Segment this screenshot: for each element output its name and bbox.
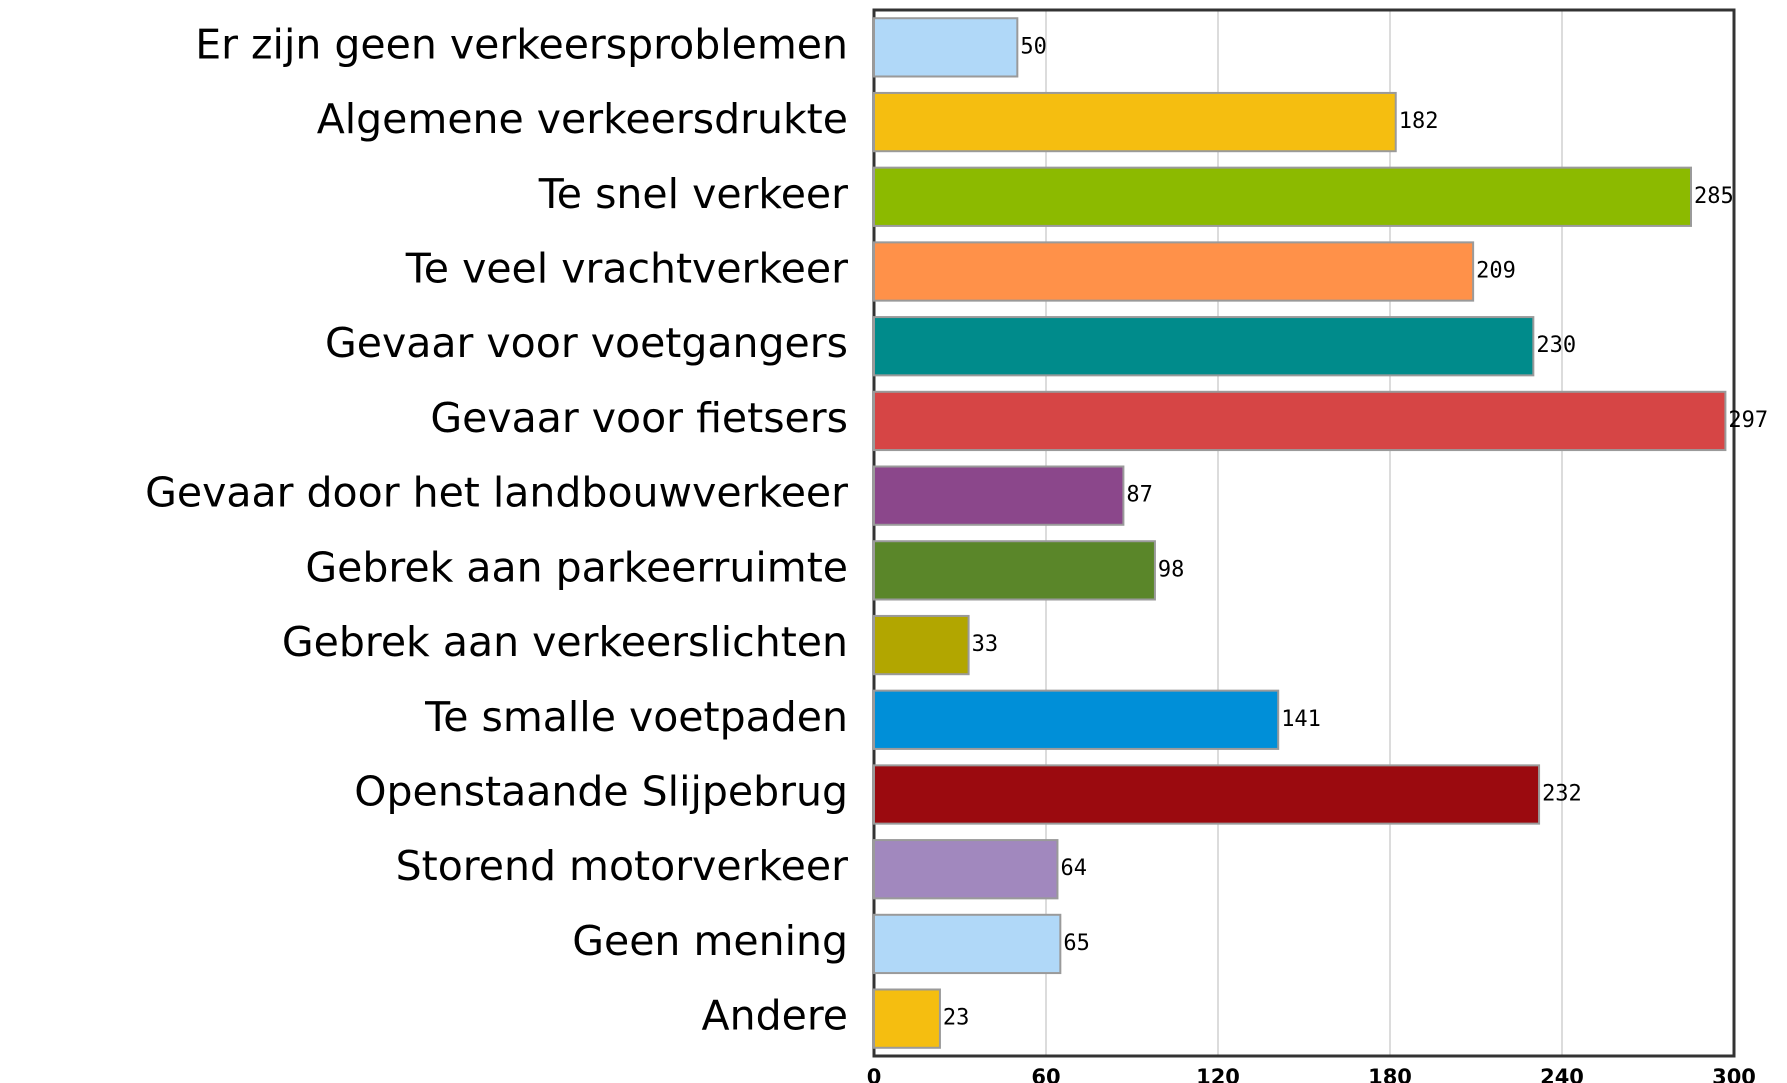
plot-frame (872, 8, 1736, 1058)
bar (873, 540, 1156, 601)
category-label: Algemene verkeersdrukte (317, 95, 848, 143)
category-label: Gevaar voor voetgangers (325, 319, 848, 367)
value-label: 209 (1476, 259, 1516, 284)
bar (873, 839, 1059, 900)
bar (873, 91, 1397, 153)
x-tick-label: 240 (1540, 1065, 1584, 1083)
category-label: Gevaar door het landbouwverkeer (145, 469, 848, 517)
bar (873, 390, 1727, 452)
value-label: 285 (1694, 184, 1734, 209)
value-label: 50 (1020, 34, 1046, 59)
bar (873, 316, 1535, 377)
value-label: 182 (1399, 109, 1439, 134)
x-tick-label: 300 (1712, 1065, 1756, 1083)
category-label: Andere (702, 992, 848, 1040)
bar (873, 689, 1280, 750)
category-label: Er zijn geen verkeersproblemen (195, 20, 848, 68)
value-label: 65 (1063, 931, 1090, 956)
x-tick-label: 0 (867, 1065, 882, 1083)
value-label: 87 (1126, 483, 1153, 508)
value-label: 23 (943, 1006, 970, 1031)
category-label: Gevaar voor fietsers (430, 394, 848, 442)
value-label: 297 (1728, 408, 1768, 433)
x-tick-label: 60 (1031, 1065, 1060, 1083)
value-label: 141 (1281, 707, 1321, 732)
category-label: Te snel verkeer (538, 170, 848, 218)
value-label: 98 (1158, 557, 1185, 582)
value-label: 64 (1060, 856, 1087, 881)
bar (873, 166, 1692, 227)
category-label: Gebrek aan parkeerruimte (305, 543, 848, 591)
category-label: Openstaande Slijpebrug (354, 768, 848, 816)
category-label: Gebrek aan verkeerslichten (282, 618, 848, 666)
bar (873, 913, 1062, 975)
category-label: Te smalle voetpaden (424, 693, 848, 741)
x-tick-label: 180 (1368, 1065, 1412, 1083)
category-label: Geen mening (572, 917, 848, 965)
bar (873, 614, 970, 676)
bar (873, 17, 1019, 78)
value-label: 33 (972, 632, 999, 657)
value-label: 232 (1542, 782, 1582, 807)
bar (873, 465, 1125, 526)
bar (873, 764, 1541, 825)
x-tick-label: 120 (1196, 1065, 1240, 1083)
category-label: Te veel vrachtverkeer (405, 245, 848, 293)
value-label: 230 (1536, 333, 1576, 358)
category-label: Storend motorverkeer (396, 842, 849, 890)
bar (873, 241, 1475, 302)
bar (873, 988, 941, 1049)
